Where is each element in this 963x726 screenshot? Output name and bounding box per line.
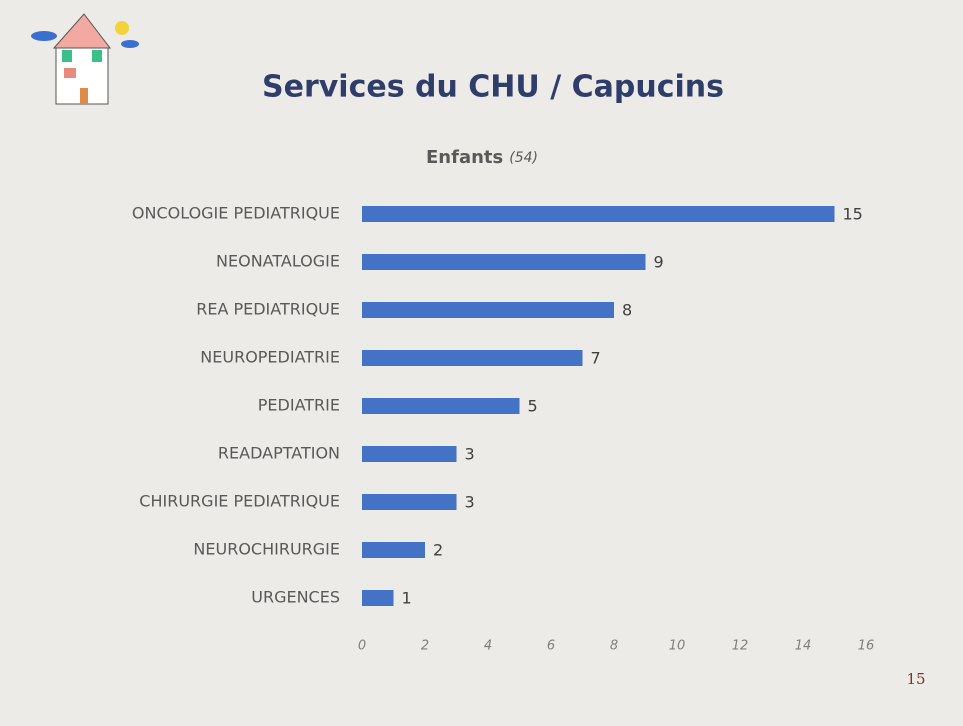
bar [362, 398, 520, 414]
data-label: 15 [843, 205, 863, 224]
y-tick-label: URGENCES [251, 588, 340, 607]
data-label: 2 [433, 541, 443, 560]
x-tick-label: 14 [795, 639, 812, 654]
chart-title: Enfants (54) [426, 147, 538, 168]
data-label: 7 [591, 349, 601, 368]
house-icon [31, 13, 139, 105]
x-tick-label: 0 [358, 639, 366, 654]
chart-subtitle: (54) [509, 150, 538, 166]
y-tick-label: REA PEDIATRIQUE [196, 300, 340, 319]
bar [362, 542, 425, 558]
x-tick-label: 10 [669, 639, 686, 654]
bar [362, 350, 583, 366]
x-tick-label: 2 [421, 639, 429, 654]
data-label: 3 [465, 445, 475, 464]
y-tick-label: ONCOLOGIE PEDIATRIQUE [132, 204, 340, 223]
page-number: 15 [906, 670, 925, 688]
bar [362, 254, 646, 270]
x-tick-label: 12 [732, 639, 749, 654]
y-tick-label: NEUROCHIRURGIE [193, 540, 340, 559]
bar [362, 446, 457, 462]
y-tick-label: PEDIATRIE [258, 396, 340, 415]
slide-title: Services du CHU / Capucins [262, 70, 724, 105]
x-tick-label: 16 [858, 639, 875, 654]
y-tick-label: NEUROPEDIATRIE [200, 348, 340, 367]
chart-title-main: Enfants [426, 147, 503, 168]
bar [362, 302, 614, 318]
y-tick-label: NEONATALOGIE [216, 252, 340, 271]
x-tick-label: 8 [610, 639, 618, 654]
bar [362, 590, 394, 606]
bar [362, 206, 835, 222]
data-label: 8 [622, 301, 632, 320]
x-tick-label: 4 [484, 639, 492, 654]
bar [362, 494, 457, 510]
data-label: 3 [465, 493, 475, 512]
x-tick-label: 6 [547, 639, 555, 654]
y-tick-label: READAPTATION [218, 444, 340, 463]
data-label: 1 [402, 589, 412, 608]
data-label: 5 [528, 397, 538, 416]
data-label: 9 [654, 253, 664, 272]
y-tick-label: CHIRURGIE PEDIATRIQUE [139, 492, 340, 511]
